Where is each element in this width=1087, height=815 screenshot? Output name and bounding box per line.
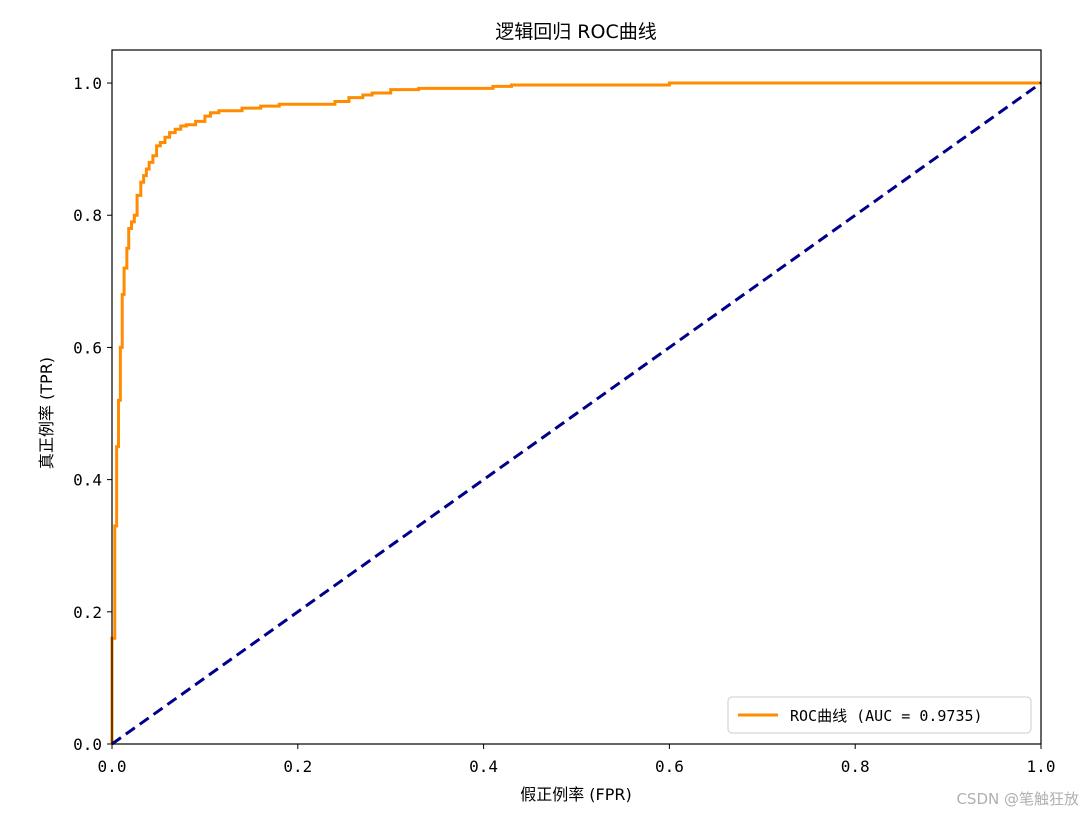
y-tick-label: 0.0: [73, 735, 102, 754]
chart-title: 逻辑回归 ROC曲线: [495, 21, 656, 43]
axes-frame: [111, 49, 1042, 745]
legend-box: [727, 696, 1032, 734]
diagonal-reference-line: [111, 81, 1042, 746]
y-tick-label: 0.6: [73, 338, 102, 357]
y-tick-label: 0.8: [73, 206, 102, 225]
x-tick-label: 0.0: [98, 757, 127, 776]
roc-curve-line: [110, 81, 1041, 744]
x-tick-label: 0.8: [841, 757, 870, 776]
x-tick-label: 0.4: [469, 757, 498, 776]
legend-label-roc: ROC曲线 (AUC = 0.9735): [790, 707, 983, 725]
y-tick-label: 1.0: [73, 74, 102, 93]
plot-area: [110, 49, 1042, 746]
y-tick-label: 0.2: [73, 603, 102, 622]
x-tick-label: 1.0: [1027, 757, 1056, 776]
watermark: CSDN @笔触狂放: [956, 790, 1079, 808]
y-tick-label: 0.4: [73, 471, 102, 490]
y-axis-label: 真正例率 (TPR): [37, 357, 56, 469]
x-axis-label: 假正例率 (FPR): [520, 785, 632, 804]
x-tick-label: 0.6: [655, 757, 684, 776]
x-tick-label: 0.2: [283, 757, 312, 776]
legend: ROC曲线 (AUC = 0.9735): [727, 696, 1032, 734]
x-axis-ticks: 0.0 0.2 0.4 0.6 0.8 1.0: [98, 744, 1056, 776]
y-axis-ticks: 0.0 0.2 0.4 0.6 0.8 1.0: [73, 74, 112, 754]
